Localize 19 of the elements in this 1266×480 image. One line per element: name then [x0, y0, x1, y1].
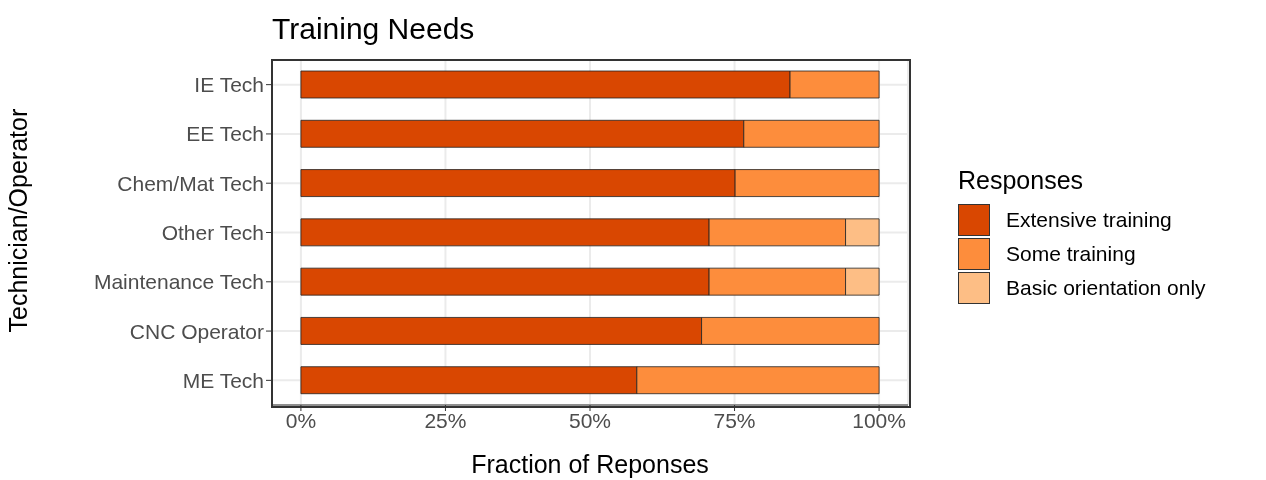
x-tick-label: 75% [713, 408, 756, 432]
x-axis-title: Fraction of Reponses [471, 450, 709, 478]
x-tick-label: 25% [424, 408, 467, 432]
y-tick-label: Maintenance Tech [93, 270, 264, 294]
y-tick-label: EE Tech [186, 122, 264, 146]
y-tick-label: CNC Operator [129, 319, 265, 343]
y-axis-title: Technician/Operator [3, 108, 32, 333]
y-tick-label: IE Tech [194, 73, 264, 97]
legend-title: Responses [958, 166, 1085, 195]
legend-label: Basic orientation only [1005, 275, 1206, 301]
legend-label: Extensive training [1005, 207, 1173, 233]
legend-label: Some training [1005, 241, 1137, 267]
x-tick-label: 0% [285, 408, 317, 432]
x-tick-label: 100% [852, 408, 906, 432]
chart-title: Training Needs [272, 12, 475, 46]
x-tick-label: 50% [568, 408, 612, 432]
y-tick-label: ME Tech [182, 368, 264, 392]
y-tick-label: Other Tech [161, 220, 264, 244]
y-tick-label: Chem/Mat Tech [117, 171, 264, 195]
